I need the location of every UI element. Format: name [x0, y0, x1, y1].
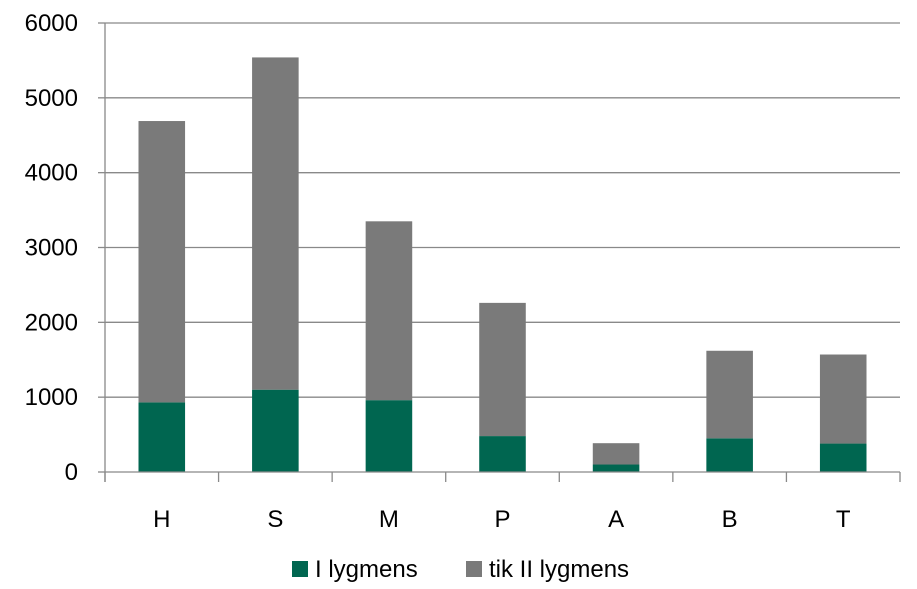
y-tick-label: 3000: [25, 235, 78, 262]
x-tick-label: A: [608, 506, 624, 533]
bar-series1-A: [592, 464, 640, 472]
legend-label-2: tik II lygmens: [489, 556, 629, 583]
bar-series2-T: [819, 354, 867, 444]
gridlines: [105, 22, 900, 398]
bars: [138, 57, 867, 472]
x-tick-label: P: [494, 506, 510, 533]
bar-series1-S: [252, 389, 299, 472]
bar-series1-B: [706, 438, 753, 472]
x-tick-label: H: [153, 506, 170, 533]
x-tick-label: T: [836, 506, 851, 533]
x-tick-label: B: [722, 506, 738, 533]
x-tick-label: S: [267, 506, 283, 533]
y-tick-label: 5000: [25, 85, 78, 112]
bar-series1-H: [138, 402, 186, 472]
y-axis-tick-labels: 0 1000 2000 3000 4000 5000 6000: [25, 10, 78, 486]
bar-series2-H: [138, 121, 186, 403]
y-tick-label: 1000: [25, 384, 78, 411]
y-tick-label: 6000: [25, 10, 78, 37]
bar-series2-B: [706, 350, 753, 439]
x-tick-label: M: [379, 506, 399, 533]
bar-series1-T: [819, 443, 867, 472]
y-tick-label: 0: [65, 459, 78, 486]
bar-series2-P: [479, 302, 526, 437]
y-tick-label: 4000: [25, 160, 78, 187]
axes: [98, 22, 901, 482]
bar-series2-A: [592, 443, 640, 465]
legend-label-1: I lygmens: [315, 556, 418, 583]
y-tick-label: 2000: [25, 309, 78, 336]
bar-series1-M: [365, 400, 413, 472]
bar-series1-P: [479, 436, 526, 472]
bar-series2-M: [365, 221, 413, 401]
bar-series2-S: [252, 57, 299, 390]
legend: I lygmens tik II lygmens: [292, 556, 629, 583]
legend-swatch-1: [292, 561, 308, 577]
legend-swatch-2: [466, 561, 482, 577]
